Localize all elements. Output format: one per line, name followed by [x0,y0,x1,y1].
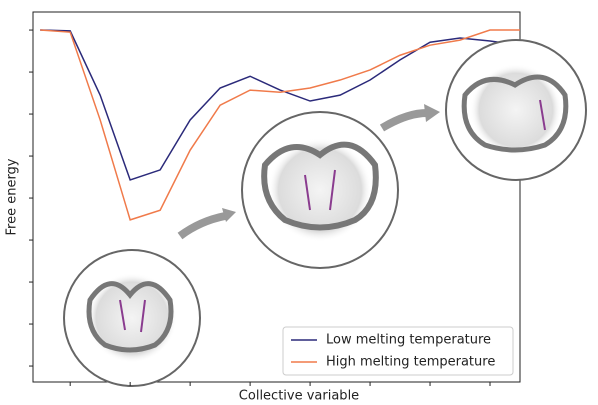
plot-frame [32,11,521,383]
arrow [379,109,428,132]
arrow-head [424,104,440,122]
legend-box [282,326,514,376]
legend-label: High melting temperature [326,355,495,370]
x-axis-label: Collective variable [239,389,359,404]
legend: Low melting temperature High melting temp… [282,326,514,376]
arrow-head [222,208,236,222]
arrow [177,212,226,240]
protein-2 [241,111,399,269]
lines [40,29,521,221]
y-axis-label: Free energy [5,158,20,235]
protein-3 [445,39,587,181]
series-line [40,29,521,181]
legend-label: Low melting temperature [326,333,491,348]
series-line [40,29,520,221]
protein-1 [63,249,201,387]
protein-images [63,39,587,387]
